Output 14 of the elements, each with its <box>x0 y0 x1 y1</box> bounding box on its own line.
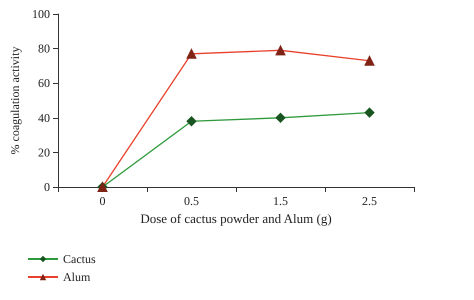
y-tick-label: 80 <box>38 42 50 56</box>
y-tick-label: 20 <box>38 145 50 160</box>
x-tick-label: 0.5 <box>184 194 199 208</box>
x-tick-label: 1.5 <box>273 194 288 208</box>
y-tick-label: 100 <box>32 7 50 21</box>
legend-label: Cactus <box>63 252 96 266</box>
legend-label: Alum <box>63 270 91 284</box>
y-tick-label: 0 <box>44 180 50 194</box>
x-tick-label: 2.5 <box>362 194 377 208</box>
y-tick-label: 40 <box>38 110 50 125</box>
y-tick-label: 60 <box>38 76 50 90</box>
x-axis-title: Dose of cactus powder and Alum (g) <box>140 210 332 226</box>
x-tick-label: 0 <box>100 194 106 208</box>
y-axis-title: % coagulation activity <box>8 46 22 154</box>
